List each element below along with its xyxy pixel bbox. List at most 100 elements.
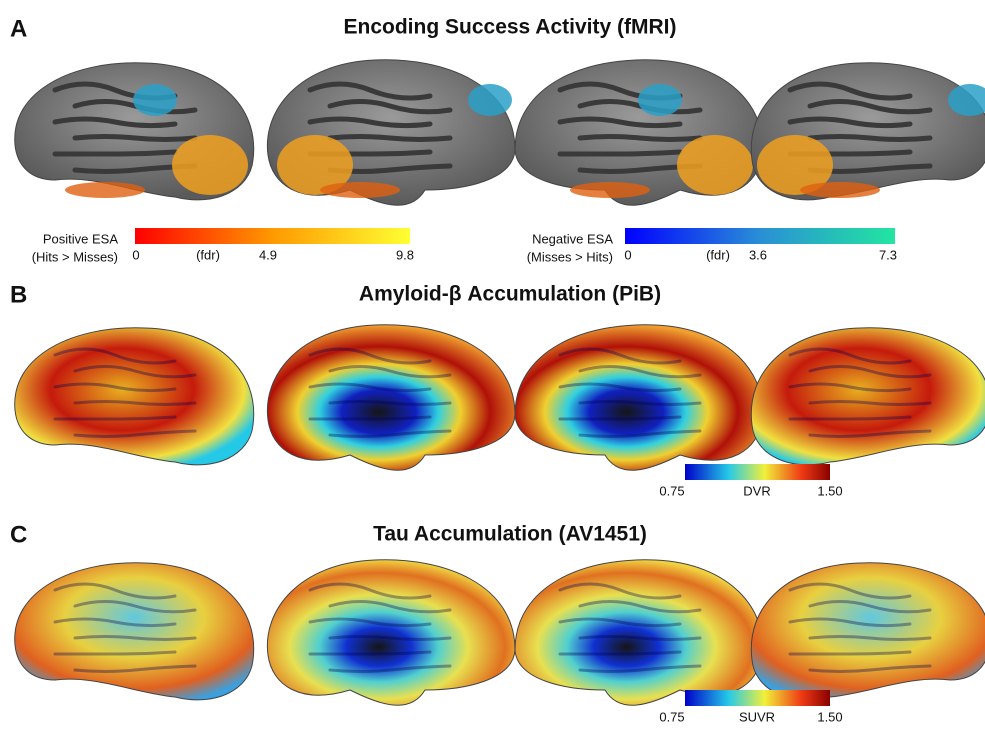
sulcus bbox=[578, 664, 702, 673]
colorbar-label: Negative ESA bbox=[532, 231, 613, 246]
sulcus bbox=[73, 664, 197, 673]
panel-title: Tau Accumulation (AV1451) bbox=[373, 523, 647, 546]
sulcus bbox=[558, 617, 682, 628]
colorbar-tick: 0.75 bbox=[659, 483, 684, 498]
brain-images bbox=[14, 59, 985, 706]
brain bbox=[14, 562, 255, 701]
colorbar-tick: SUVR bbox=[739, 709, 775, 724]
colorbar-tick: 3.6 bbox=[749, 247, 767, 262]
panel-label: B bbox=[10, 281, 27, 308]
colorbar-tick: (fdr) bbox=[706, 247, 730, 262]
sulcus bbox=[558, 347, 682, 365]
panel-title: Amyloid-β Accumulation (PiB) bbox=[359, 283, 661, 306]
sulcus bbox=[308, 650, 432, 656]
brain bbox=[14, 327, 255, 466]
sulcus bbox=[308, 382, 432, 393]
activation bbox=[800, 182, 880, 198]
sulcus bbox=[577, 134, 703, 142]
activation bbox=[570, 182, 650, 198]
sulcus bbox=[53, 582, 177, 600]
sulcus bbox=[557, 116, 683, 129]
sulcus bbox=[558, 650, 682, 656]
colorbar-tick: 1.50 bbox=[817, 483, 842, 498]
sulcus bbox=[578, 635, 702, 641]
brain bbox=[750, 327, 985, 466]
brain bbox=[514, 324, 764, 471]
sulcus bbox=[53, 650, 177, 656]
colorbar-tick: 0 bbox=[624, 247, 631, 262]
sulcus bbox=[557, 149, 683, 157]
activation bbox=[65, 182, 145, 198]
activation bbox=[320, 182, 400, 198]
sulcus bbox=[328, 400, 452, 406]
colorbar-tick: (fdr) bbox=[196, 247, 220, 262]
activation bbox=[638, 84, 682, 116]
activation bbox=[948, 84, 985, 116]
sulcus bbox=[787, 116, 913, 129]
sulcus bbox=[807, 134, 933, 142]
sulcus bbox=[73, 635, 197, 641]
sulcus bbox=[328, 600, 452, 614]
sulcus bbox=[578, 400, 702, 406]
sulcus bbox=[578, 429, 702, 438]
activation bbox=[133, 84, 177, 116]
sulcus bbox=[328, 365, 452, 379]
activation bbox=[677, 135, 753, 195]
sulcus bbox=[327, 134, 453, 142]
sulcus bbox=[558, 382, 682, 393]
sulcus bbox=[327, 99, 453, 115]
colorbar-tick: 7.3 bbox=[879, 247, 897, 262]
sulcus bbox=[73, 365, 197, 379]
colorbar bbox=[685, 690, 830, 706]
sulcus bbox=[72, 134, 198, 142]
sulcus bbox=[788, 415, 912, 421]
colorbar bbox=[685, 464, 830, 480]
sulcus bbox=[73, 429, 197, 438]
sulcus bbox=[578, 600, 702, 614]
colorbar-tick: 4.9 bbox=[259, 247, 277, 262]
colorbar-tick: 0 bbox=[132, 247, 139, 262]
sulcus bbox=[808, 365, 932, 379]
sulcus bbox=[808, 600, 932, 614]
activation bbox=[277, 135, 353, 195]
brain bbox=[514, 559, 764, 706]
activation bbox=[468, 84, 512, 116]
colorbar-tick: 0.75 bbox=[659, 709, 684, 724]
panel-label: A bbox=[10, 15, 27, 42]
sulcus bbox=[558, 415, 682, 421]
colorbar bbox=[135, 228, 410, 244]
activation bbox=[757, 135, 833, 195]
activation bbox=[172, 135, 248, 195]
sulcus bbox=[788, 382, 912, 393]
sulcus bbox=[53, 415, 177, 421]
sulcus bbox=[788, 650, 912, 656]
panel-label: C bbox=[10, 521, 27, 548]
sulcus bbox=[53, 347, 177, 365]
sulcus bbox=[788, 617, 912, 628]
sulcus bbox=[808, 635, 932, 641]
sulcus bbox=[328, 664, 452, 673]
sulcus bbox=[53, 617, 177, 628]
colorbar bbox=[625, 228, 895, 244]
sulcus bbox=[52, 116, 178, 129]
sulcus bbox=[307, 81, 433, 101]
colorbar-label: Positive ESA bbox=[43, 231, 118, 246]
sulcus bbox=[558, 582, 682, 600]
sulcus bbox=[308, 582, 432, 600]
sulcus bbox=[808, 664, 932, 673]
sulcus bbox=[578, 365, 702, 379]
panel-title: Encoding Success Activity (fMRI) bbox=[344, 16, 677, 39]
sulcus bbox=[328, 635, 452, 641]
sulcus bbox=[308, 347, 432, 365]
sulcus bbox=[307, 116, 433, 129]
sulcus bbox=[53, 382, 177, 393]
brain bbox=[266, 559, 516, 706]
sulcus bbox=[788, 347, 912, 365]
sulcus bbox=[788, 582, 912, 600]
sulcus bbox=[787, 81, 913, 101]
sulcus bbox=[73, 400, 197, 406]
sulcus bbox=[52, 149, 178, 157]
colorbar-tick: 9.8 bbox=[396, 247, 414, 262]
sulcus bbox=[808, 429, 932, 438]
sulcus bbox=[73, 600, 197, 614]
